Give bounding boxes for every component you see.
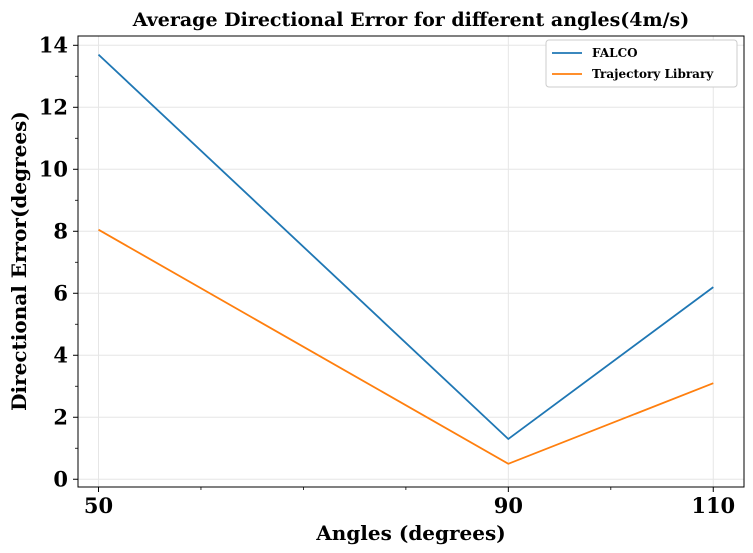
y-tick-label: 12 bbox=[39, 94, 68, 119]
x-axis-label: Angles (degrees) bbox=[315, 521, 505, 545]
legend: FALCO Trajectory Library bbox=[545, 39, 738, 88]
y-tick-label: 2 bbox=[53, 404, 68, 429]
y-tick-label: 4 bbox=[53, 342, 68, 367]
y-tick-label: 6 bbox=[53, 280, 68, 305]
series-layer bbox=[97, 53, 714, 465]
y-axis-ticks: 0 2 4 6 8 10 12 14 bbox=[39, 32, 78, 491]
series-line-falco bbox=[97, 53, 714, 441]
x-tick-label: 50 bbox=[84, 493, 113, 518]
legend-label: FALCO bbox=[592, 46, 638, 60]
y-axis-label: Directional Error(degrees) bbox=[7, 111, 31, 411]
grid bbox=[78, 36, 744, 487]
chart-title: Average Directional Error for different … bbox=[132, 9, 690, 31]
plot-frame bbox=[77, 35, 745, 488]
y-tick-label: 14 bbox=[39, 32, 68, 57]
legend-label: Trajectory Library bbox=[592, 67, 714, 81]
y-tick-label: 0 bbox=[53, 466, 68, 491]
x-tick-label: 90 bbox=[494, 493, 523, 518]
legend-box bbox=[545, 39, 738, 88]
x-tick-label: 110 bbox=[691, 493, 735, 518]
series-line-trajectory-library bbox=[98, 228, 714, 465]
y-tick-label: 8 bbox=[53, 218, 68, 243]
x-axis-ticks: 50 90 110 bbox=[84, 487, 735, 518]
y-tick-label: 10 bbox=[39, 156, 68, 181]
